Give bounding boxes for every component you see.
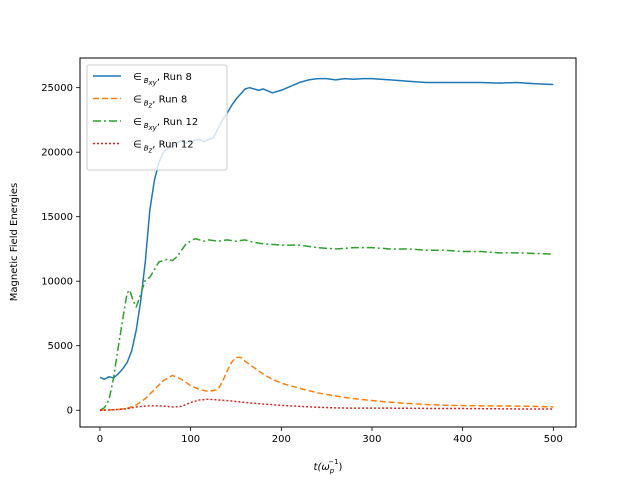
plot-frame — [79, 57, 577, 428]
legend-run: , Run 8 — [152, 95, 187, 106]
legend: ∈ Bxy, Run 8∈ Bz, Run 8∈ Bxy, Run 12∈ Bz, Ru… — [86, 64, 228, 171]
series-line-2 — [99, 356, 554, 411]
legend-sub-sub: xy — [148, 124, 158, 132]
y-tick-label: 25000 — [41, 83, 73, 94]
x-axis-label-sub: p — [329, 467, 335, 475]
x-tick-label: 400 — [453, 434, 472, 445]
x-axis-label-open: (ω — [317, 462, 329, 473]
legend-sub-sub: z — [148, 102, 153, 110]
y-tick-label: 20000 — [41, 148, 73, 159]
legend-label-1: ∈ Bxy, Run 8 — [133, 72, 192, 87]
x-tick-label: 300 — [362, 434, 381, 445]
legend-sub-sub: z — [148, 147, 153, 155]
series-layer — [99, 77, 554, 411]
x-tick-label: 0 — [97, 434, 103, 445]
legend-symbol: ∈ — [133, 95, 142, 106]
y-tick-label: 10000 — [41, 277, 73, 288]
legend-box — [86, 64, 228, 171]
legend-sub-sub: xy — [148, 79, 158, 87]
x-tick-label: 100 — [181, 434, 200, 445]
y-tick-label: 5000 — [48, 341, 73, 352]
series-line-3 — [99, 237, 554, 411]
legend-label-2: ∈ Bz, Run 8 — [133, 95, 187, 110]
legend-symbol: ∈ — [133, 72, 142, 83]
legend-run: , Run 12 — [157, 117, 198, 128]
y-axis: 0 5000 10000 15000 20000 25000 — [41, 83, 80, 417]
legend-sub-main: B — [144, 100, 149, 108]
x-axis-label-var: t — [314, 462, 319, 473]
legend-label-3: ∈ Bxy, Run 12 — [133, 117, 198, 132]
x-tick-label: 200 — [272, 434, 291, 445]
legend-symbol: ∈ — [133, 117, 142, 128]
legend-symbol: ∈ — [133, 140, 142, 151]
legend-run: , Run 12 — [152, 140, 193, 151]
legend-sub-main: B — [144, 122, 149, 130]
x-axis-label: t(ωp−1) — [314, 458, 343, 475]
legend-sub-main: B — [144, 77, 149, 85]
y-axis-label: Magnetic Field Energies — [9, 183, 20, 301]
legend-sub-main: B — [144, 145, 149, 153]
x-axis-label-sup: −1 — [328, 458, 338, 466]
y-tick-label: 0 — [67, 406, 73, 417]
legend-label-4: ∈ Bz, Run 12 — [133, 140, 194, 155]
x-axis-label-close: ) — [339, 462, 343, 473]
x-tick-label: 500 — [544, 434, 563, 445]
x-axis: 0 100 200 300 400 500 — [97, 427, 563, 445]
y-tick-label: 15000 — [41, 212, 73, 223]
series-line-1 — [99, 77, 554, 381]
legend-run: , Run 8 — [157, 72, 192, 83]
